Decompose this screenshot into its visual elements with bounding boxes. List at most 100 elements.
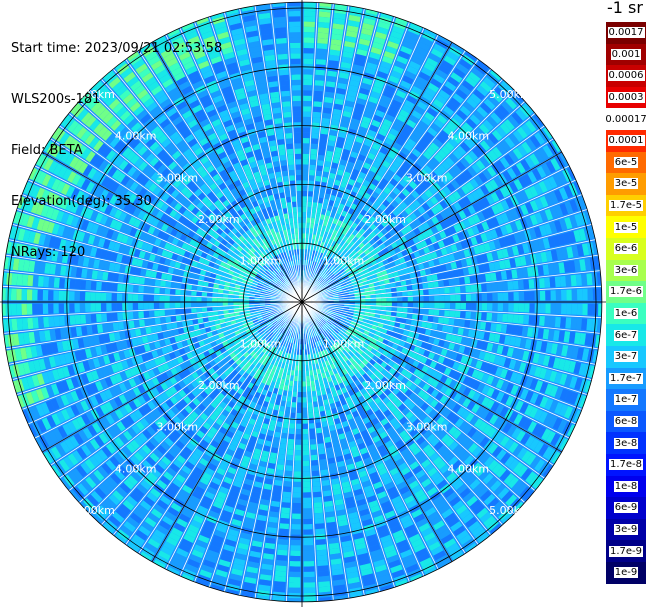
range-gate-cell	[505, 223, 513, 234]
range-gate-cell	[356, 48, 368, 57]
range-gate-cell	[244, 307, 250, 311]
range-gate-cell	[458, 345, 466, 354]
range-gate-cell	[293, 354, 297, 360]
range-gate-cell	[261, 389, 268, 396]
range-gate-cell	[408, 152, 418, 162]
range-gate-cell	[426, 536, 439, 547]
range-gate-cell	[186, 383, 195, 392]
range-gate-cell	[300, 339, 302, 345]
range-gate-cell	[252, 384, 259, 392]
range-gate-cell	[388, 35, 401, 45]
range-gate-cell	[353, 252, 360, 259]
range-gate-cell	[371, 417, 380, 426]
range-gate-cell	[439, 302, 445, 309]
range-gate-cell	[431, 379, 439, 388]
range-gate-cell	[197, 403, 206, 412]
range-gate-cell	[268, 357, 273, 364]
range-gate-cell	[133, 398, 142, 408]
range-gate-cell	[313, 336, 317, 343]
range-gate-cell	[128, 400, 138, 411]
range-gate-cell	[60, 441, 71, 454]
range-gate-cell	[405, 319, 412, 325]
range-gate-cell	[391, 254, 399, 261]
range-gate-cell	[235, 366, 242, 373]
range-gate-cell	[355, 136, 364, 144]
range-gate-cell	[237, 542, 249, 551]
range-gate-cell	[413, 513, 425, 523]
range-gate-cell	[270, 327, 276, 332]
range-gate-cell	[448, 456, 459, 467]
range-gate-cell	[339, 330, 345, 336]
range-gate-cell	[533, 183, 544, 196]
range-gate-cell	[430, 423, 439, 433]
range-gate-cell	[398, 133, 408, 142]
range-gate-cell	[411, 148, 421, 158]
range-gate-cell	[310, 353, 314, 360]
range-gate-cell	[513, 413, 523, 425]
range-gate-cell	[387, 204, 395, 212]
range-gate-cell	[552, 357, 561, 369]
range-gate-cell	[391, 302, 398, 307]
range-gate-cell	[119, 331, 126, 340]
range-gate-cell	[305, 238, 309, 245]
range-gate-cell	[200, 391, 208, 399]
range-gate-cell	[303, 10, 316, 17]
range-gate-cell	[183, 418, 192, 428]
range-gate-cell	[273, 348, 278, 354]
range-gate-cell	[345, 566, 358, 574]
range-gate-cell	[408, 60, 421, 71]
range-gate-cell	[400, 45, 413, 55]
range-gate-cell	[367, 279, 374, 284]
range-gate-cell	[306, 217, 311, 223]
range-gate-cell	[240, 317, 247, 322]
range-gate-cell	[376, 462, 386, 471]
range-gate-cell	[382, 55, 394, 65]
range-gate-cell	[317, 373, 323, 380]
range-gate-cell	[451, 460, 462, 471]
range-gate-cell	[564, 201, 574, 214]
range-gate-cell	[418, 474, 429, 484]
range-gate-cell	[324, 276, 330, 281]
range-gate-cell	[426, 219, 435, 228]
range-gate-cell	[438, 64, 451, 75]
range-gate-cell	[104, 389, 113, 400]
range-gate-cell	[410, 320, 417, 326]
range-gate-cell	[265, 308, 272, 312]
range-gate-cell	[536, 165, 547, 178]
range-gate-cell	[426, 209, 435, 218]
range-gate-cell	[380, 384, 388, 392]
range-gate-cell	[77, 362, 86, 373]
range-gate-cell	[336, 359, 342, 366]
range-gate-cell	[274, 315, 280, 320]
range-gate-cell	[344, 453, 352, 461]
range-gate-cell	[212, 422, 221, 431]
range-gate-cell	[253, 331, 259, 336]
range-gate-cell	[532, 423, 542, 436]
range-gate-cell	[360, 475, 370, 483]
range-gate-cell	[588, 365, 595, 378]
range-gate-cell	[333, 152, 341, 159]
range-gate-cell	[561, 303, 567, 315]
range-gate-cell	[455, 129, 466, 141]
range-gate-cell	[219, 373, 227, 381]
range-gate-cell	[352, 361, 359, 368]
range-gate-cell	[350, 321, 357, 326]
range-gate-cell	[564, 390, 574, 403]
range-gate-cell	[255, 362, 262, 369]
range-gate-cell	[229, 573, 242, 582]
range-gate-cell	[421, 393, 430, 402]
range-gate-cell	[268, 339, 274, 345]
range-gate-cell	[209, 360, 216, 367]
range-gate-cell	[528, 228, 537, 239]
range-gate-cell	[299, 354, 302, 361]
range-gate-cell	[365, 528, 376, 537]
range-gate-cell	[317, 283, 322, 288]
range-gate-cell	[275, 316, 281, 321]
range-gate-cell	[440, 264, 447, 272]
range-gate-cell	[287, 313, 292, 318]
range-gate-cell	[397, 374, 405, 382]
range-gate-cell	[203, 559, 216, 569]
range-gate-cell	[315, 69, 325, 76]
range-gate-cell	[285, 358, 290, 364]
range-gate-cell	[201, 564, 214, 574]
